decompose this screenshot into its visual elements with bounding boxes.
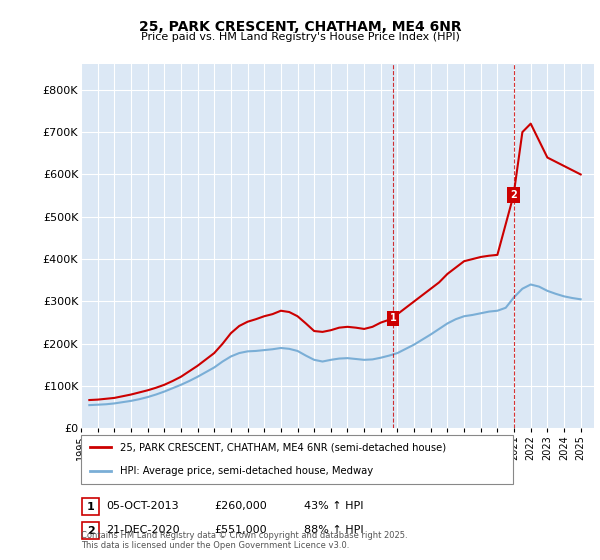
Text: 25, PARK CRESCENT, CHATHAM, ME4 6NR: 25, PARK CRESCENT, CHATHAM, ME4 6NR bbox=[139, 20, 461, 34]
Text: 43% ↑ HPI: 43% ↑ HPI bbox=[304, 501, 364, 511]
Text: £260,000: £260,000 bbox=[214, 501, 267, 511]
Text: 1: 1 bbox=[87, 502, 94, 512]
Text: 2: 2 bbox=[87, 526, 94, 536]
Text: 21-DEC-2020: 21-DEC-2020 bbox=[106, 525, 180, 535]
Text: 2: 2 bbox=[510, 190, 517, 200]
Text: 88% ↑ HPI: 88% ↑ HPI bbox=[304, 525, 364, 535]
Text: HPI: Average price, semi-detached house, Medway: HPI: Average price, semi-detached house,… bbox=[120, 465, 373, 475]
Text: Price paid vs. HM Land Registry's House Price Index (HPI): Price paid vs. HM Land Registry's House … bbox=[140, 32, 460, 43]
Text: 25, PARK CRESCENT, CHATHAM, ME4 6NR (semi-detached house): 25, PARK CRESCENT, CHATHAM, ME4 6NR (sem… bbox=[120, 442, 446, 452]
Text: Contains HM Land Registry data © Crown copyright and database right 2025.
This d: Contains HM Land Registry data © Crown c… bbox=[81, 530, 407, 550]
Text: 05-OCT-2013: 05-OCT-2013 bbox=[106, 501, 179, 511]
Text: £551,000: £551,000 bbox=[214, 525, 267, 535]
Text: 1: 1 bbox=[390, 314, 397, 323]
